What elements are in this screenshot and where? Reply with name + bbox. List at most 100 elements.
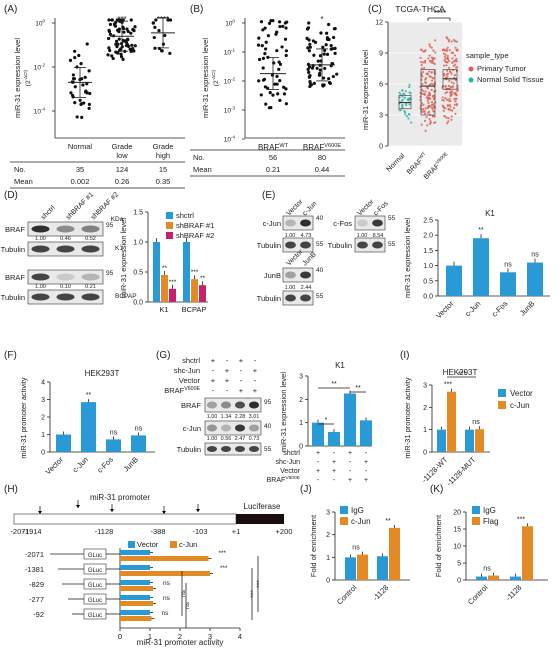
e-ytick-label: 1.5: [423, 248, 433, 255]
c-point: [420, 78, 423, 81]
g-xcond-mark: +: [364, 477, 368, 484]
b-point: [281, 24, 285, 28]
c-box: [398, 95, 412, 110]
h-sig: ns: [184, 601, 191, 609]
e-row-label: JunB: [264, 271, 281, 280]
e-mw: 40: [316, 267, 324, 274]
c-point: [434, 39, 437, 42]
g-xcond-mark: -: [349, 459, 352, 466]
b-point: [263, 85, 268, 89]
h-legend-swatch: [128, 541, 135, 548]
c-point: [430, 88, 433, 91]
j-ytick-label: 2: [326, 532, 330, 539]
b-point: [276, 92, 280, 96]
a-point: [157, 46, 162, 51]
c-point: [401, 95, 404, 98]
panel-label-E: (E): [262, 190, 275, 201]
e-lane-label: Vector: [356, 198, 375, 217]
panel-label-K: (K): [430, 484, 443, 495]
c-point: [441, 49, 444, 52]
b-point: [277, 67, 281, 71]
c-point: [423, 92, 426, 96]
c-box: [420, 69, 436, 116]
c-point: [448, 70, 452, 73]
b-xtick-label: BRAFV600E: [303, 143, 341, 152]
c-point: [424, 90, 427, 93]
c-point: [430, 46, 433, 49]
e-band: [372, 219, 383, 227]
c-point: [449, 90, 452, 93]
h-map-title: miR-31 promoter: [90, 493, 150, 502]
b-point: [275, 49, 279, 53]
h-construct-label: -277: [29, 595, 44, 604]
c-point: [424, 129, 427, 132]
c-point: [419, 56, 422, 60]
g-condition-mark: +: [211, 376, 216, 385]
k-sig: ns: [483, 566, 491, 573]
c-point: [446, 46, 449, 49]
a-point: [110, 54, 114, 58]
c-point: [428, 54, 431, 57]
c-point: [430, 56, 433, 59]
g-band: [206, 401, 218, 409]
g-quant: 2.47: [235, 436, 246, 442]
d-band: [81, 293, 100, 301]
b-point: [284, 53, 288, 58]
j-sig: **: [385, 518, 391, 525]
i-title: HEK293T: [443, 368, 478, 377]
c-point: [408, 113, 411, 116]
c-point: [447, 38, 450, 41]
a-point: [84, 89, 88, 93]
a-point: [126, 29, 130, 34]
g-xcond-mark: +: [332, 468, 336, 475]
j-ytick-label: 3: [326, 510, 330, 517]
c-point: [450, 40, 453, 43]
c-title: TCGA-THCA: [395, 4, 445, 14]
g-xcond-mark: -: [365, 468, 368, 475]
c-point: [455, 40, 459, 43]
c-point: [454, 46, 457, 49]
c-point: [451, 85, 455, 88]
g-sig: *: [325, 417, 328, 424]
a-point: [117, 27, 121, 31]
c-point: [432, 105, 435, 108]
k-legend-item: Flag: [483, 517, 499, 526]
c-point: [407, 98, 410, 101]
c-point: [421, 75, 424, 78]
panel-label-F: (F): [4, 350, 17, 361]
c-legend-item: Primary Tumor: [477, 64, 527, 73]
c-point: [446, 61, 449, 64]
b-point: [325, 52, 330, 56]
h-bar: [120, 610, 150, 615]
g-condition-label: Vector: [179, 376, 201, 385]
d-ytick-label: 1.5: [133, 210, 143, 217]
b-point: [257, 36, 261, 40]
g-condition-mark: +: [211, 356, 216, 365]
b-point: [275, 74, 279, 78]
h-bar: [120, 595, 150, 600]
h-construct-label: -829: [29, 580, 44, 589]
j-legend-swatch: [340, 517, 348, 525]
a-xtick-label: Normal: [68, 142, 93, 151]
b-point: [306, 67, 310, 71]
h-bar: [120, 616, 152, 621]
e-ylabel: miR-31 expression level: [403, 218, 412, 298]
f-ytick-label: 4: [41, 380, 45, 387]
c-point: [444, 85, 447, 88]
c-point: [453, 103, 456, 106]
i-bar: [475, 429, 484, 452]
h-site-arrowhead: [162, 511, 166, 514]
c-legend-swatch: [468, 77, 474, 83]
g-band: [248, 446, 260, 452]
e-mw: 55: [316, 293, 324, 300]
c-point: [451, 57, 454, 60]
e-xtick-label: JunB: [518, 299, 536, 317]
g-quant: 0.73: [249, 436, 260, 442]
d-legend-swatch: [166, 222, 173, 229]
e-row-label: Tubulin: [328, 241, 352, 250]
c-point: [452, 107, 456, 110]
g-condition-mark: +: [239, 386, 244, 395]
j-legend-item: IgG: [351, 506, 364, 515]
b-ytick-label: 10-4: [224, 135, 236, 144]
a-point: [116, 42, 120, 46]
